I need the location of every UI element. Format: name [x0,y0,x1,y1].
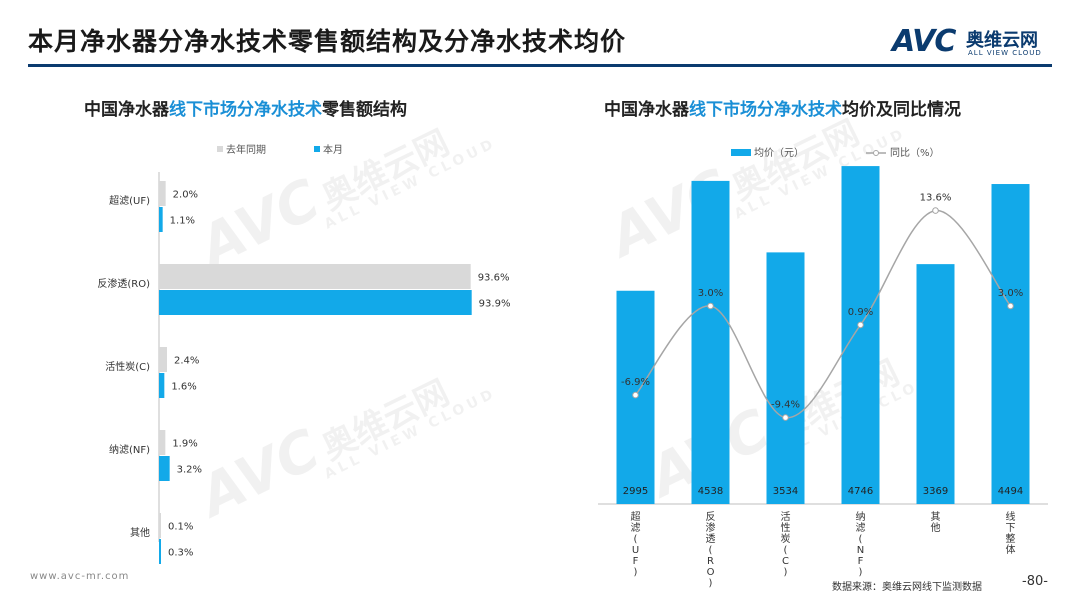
bar [159,539,161,564]
bar [159,456,170,481]
data-label: 1.6% [171,382,196,393]
data-label: 2.0% [173,190,198,201]
data-label: 2.4% [174,356,199,367]
bar [159,430,166,455]
logo-cn-text: 奥维云网 [966,30,1038,51]
bar [691,180,730,504]
bar [841,166,880,505]
bar [159,181,166,206]
bar-value-label: 3369 [923,486,948,497]
footer-url: www.avc-mr.com [30,571,130,582]
yoy-point [782,414,789,421]
category-label: 其他 [130,526,150,539]
bar [159,347,167,372]
page-number: -80- [1022,574,1048,589]
bar [159,373,165,398]
legend-swatch-current [314,146,320,152]
bar [159,513,161,538]
data-label: 0.3% [168,548,193,559]
legend-swatch-price [731,149,751,156]
yoy-point [932,207,939,214]
category-label: 反渗透(RO) [97,277,150,290]
yoy-label: -6.9% [621,377,650,388]
header-divider [28,64,1052,67]
category-label: 活性炭(C) [781,511,791,578]
yoy-label: 3.0% [998,288,1023,299]
logo-en-text: ALL VIEW CLOUD [968,49,1042,57]
bar-value-label: 4538 [698,486,723,497]
data-label: 0.1% [168,522,193,533]
legend-label-current: 本月 [323,143,343,156]
yoy-point [857,321,864,329]
data-label: 3.2% [177,465,202,476]
page-title: 本月净水器分净水技术零售额结构及分净水技术均价 [28,27,627,56]
data-label: 1.9% [172,439,197,450]
legend-label-price: 均价（元） [754,147,804,159]
right-chart-title: 中国净水器线下市场分净水技术均价及同比情况 [604,100,961,120]
legend-label-last-year: 去年同期 [226,143,266,156]
bar-value-label: 4746 [848,486,873,497]
yoy-point [707,302,714,310]
bar [916,264,955,504]
category-label: 活性炭(C) [105,360,150,373]
bar [159,207,163,232]
category-label: 超滤(UF) [109,194,150,207]
logo-mark: AVC [892,24,956,59]
category-label: 线下整体 [1006,510,1016,556]
bar [991,184,1030,504]
data-label: 93.6% [478,273,510,284]
yoy-point [1007,302,1014,310]
data-label: 93.9% [479,299,511,310]
legend-label-yoy: 同比（%） [890,147,940,159]
legend-swatch-last-year [217,146,223,152]
yoy-label: 0.9% [848,307,873,318]
bar-value-label: 3534 [773,486,798,497]
data-label: 1.1% [170,216,195,227]
yoy-point [632,391,639,399]
category-label: 纳滤(NF) [109,443,150,456]
bar [159,264,471,289]
yoy-line [634,209,1012,419]
legend-marker-yoy [873,150,879,156]
yoy-label: 3.0% [698,288,723,299]
data-source: 数据来源：奥维云网线下监测数据 [832,582,982,593]
bar-value-label: 2995 [623,486,648,497]
brand-logo: AVC 奥维云网 ALL VIEW CLOUD [892,24,1062,60]
bar [159,290,472,315]
left-chart-title: 中国净水器线下市场分净水技术零售额结构 [84,100,407,120]
bar [766,252,805,504]
category-label: 其他 [931,511,941,534]
bar-value-label: 4494 [998,486,1023,497]
yoy-label: 13.6% [920,193,952,204]
yoy-label: -9.4% [771,400,800,411]
